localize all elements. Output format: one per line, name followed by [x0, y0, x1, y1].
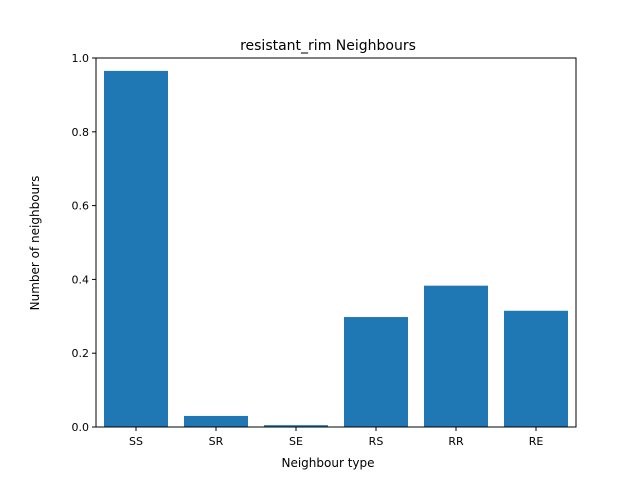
bars-group — [104, 70, 568, 427]
y-tick-label: 1.0 — [72, 52, 90, 65]
bar-re — [504, 310, 568, 427]
y-tick-label: 0.8 — [72, 126, 90, 139]
bar-rs — [344, 317, 408, 427]
y-tick-label: 0.2 — [72, 347, 90, 360]
x-tick-label: SR — [209, 435, 224, 448]
y-tick-label: 0.4 — [72, 273, 90, 286]
y-tick-label: 0.6 — [72, 200, 90, 213]
plot-frame — [95, 57, 577, 428]
x-axis-ticks: SS SR SE RS RR RE — [129, 427, 543, 448]
x-tick-label: RE — [529, 435, 544, 448]
bar-sr — [184, 415, 248, 427]
x-tick-label: SS — [129, 435, 143, 448]
x-axis-label: Neighbour type — [281, 456, 374, 470]
bar-rr — [424, 285, 488, 427]
x-tick-label: RR — [448, 435, 464, 448]
x-tick-label: SE — [289, 435, 303, 448]
y-axis-label: Number of neighbours — [28, 176, 42, 311]
bar-ss — [104, 70, 168, 427]
y-tick-label: 0.0 — [72, 421, 90, 434]
y-axis-ticks: 0.0 0.2 0.4 0.6 0.8 1.0 — [72, 52, 96, 434]
bar-se — [264, 425, 328, 427]
chart-title: resistant_rim Neighbours — [240, 38, 416, 54]
x-tick-label: RS — [369, 435, 384, 448]
